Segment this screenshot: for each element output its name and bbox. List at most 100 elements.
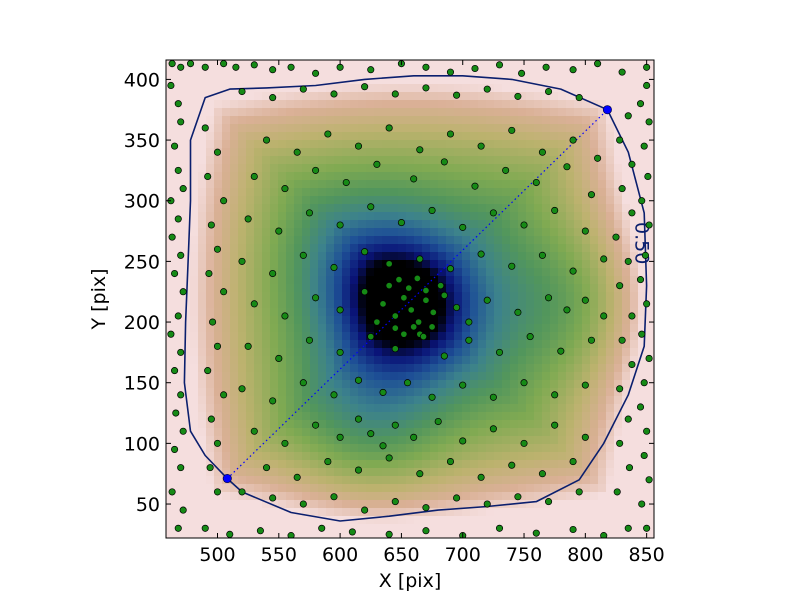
scatter-point: [220, 197, 228, 205]
heatmap-cell: [246, 100, 255, 109]
heatmap-cell: [182, 92, 191, 101]
heatmap-cell: [302, 364, 311, 373]
heatmap-cell: [366, 476, 375, 485]
heatmap-cell: [422, 76, 431, 85]
heatmap-cell: [206, 444, 215, 453]
heatmap-cell: [566, 196, 575, 205]
heatmap-cell: [398, 188, 407, 197]
heatmap-cell: [230, 396, 239, 405]
heatmap-cell: [550, 372, 559, 381]
heatmap-cell: [550, 108, 559, 117]
heatmap-cell: [574, 468, 583, 477]
heatmap-cell: [446, 140, 455, 149]
scatter-point: [367, 333, 375, 341]
heatmap-cell: [198, 420, 207, 429]
heatmap-cell: [606, 428, 615, 437]
heatmap-cell: [614, 188, 623, 197]
heatmap-cell: [598, 364, 607, 373]
heatmap-cell: [182, 164, 191, 173]
heatmap-cell: [214, 348, 223, 357]
heatmap-cell: [422, 204, 431, 213]
heatmap-cell: [446, 492, 455, 501]
heatmap-cell: [286, 300, 295, 309]
heatmap-cell: [326, 364, 335, 373]
heatmap-cell: [326, 340, 335, 349]
heatmap-cell: [326, 60, 335, 69]
heatmap-cell: [254, 300, 263, 309]
scatter-point: [440, 352, 448, 360]
heatmap-cell: [374, 468, 383, 477]
heatmap-cell: [414, 308, 423, 317]
heatmap-cell: [606, 92, 615, 101]
heatmap-cell: [374, 420, 383, 429]
heatmap-cell: [494, 236, 503, 245]
heatmap-cell: [342, 100, 351, 109]
heatmap-cell: [270, 404, 279, 413]
heatmap-cell: [598, 452, 607, 461]
heatmap-cell: [382, 284, 391, 293]
heatmap-cell: [294, 484, 303, 493]
heatmap-cell: [326, 444, 335, 453]
heatmap-cell: [214, 92, 223, 101]
diagonal-line: [226, 109, 608, 479]
heatmap-cell: [614, 196, 623, 205]
heatmap-cell: [198, 516, 207, 525]
heatmap-cell: [422, 140, 431, 149]
heatmap-cell: [462, 404, 471, 413]
heatmap-cell: [398, 348, 407, 357]
heatmap-cell: [494, 468, 503, 477]
heatmap-cell: [526, 268, 535, 277]
heatmap-cell: [206, 252, 215, 261]
heatmap-cell: [582, 244, 591, 253]
heatmap-cell: [558, 332, 567, 341]
heatmap-cell: [310, 516, 319, 525]
heatmap-cell: [206, 340, 215, 349]
heatmap-cell: [286, 428, 295, 437]
heatmap-cell: [606, 68, 615, 77]
heatmap-cell: [478, 268, 487, 277]
heatmap-cell: [534, 460, 543, 469]
heatmap-cell: [286, 236, 295, 245]
heatmap-cell: [406, 316, 415, 325]
heatmap-cell: [558, 524, 567, 533]
heatmap-cell: [166, 484, 175, 493]
heatmap-cell: [470, 364, 479, 373]
heatmap-cell: [630, 156, 639, 165]
heatmap-cell: [646, 60, 654, 69]
heatmap-cell: [646, 364, 654, 373]
heatmap-cell: [406, 364, 415, 373]
heatmap-cell: [486, 452, 495, 461]
heatmap-cell: [430, 156, 439, 165]
heatmap-cell: [166, 92, 175, 101]
heatmap-cell: [230, 300, 239, 309]
heatmap-cell: [254, 148, 263, 157]
heatmap-cell: [310, 84, 319, 93]
heatmap-cell: [598, 324, 607, 333]
heatmap-cell: [518, 260, 527, 269]
heatmap-cell: [286, 356, 295, 365]
heatmap-cell: [318, 292, 327, 301]
heatmap-cell: [302, 100, 311, 109]
heatmap-cell: [438, 92, 447, 101]
heatmap-cell: [294, 372, 303, 381]
heatmap-cell: [646, 316, 654, 325]
heatmap-cell: [358, 380, 367, 389]
heatmap-cell: [398, 508, 407, 517]
heatmap-cell: [478, 172, 487, 181]
heatmap-cell: [526, 348, 535, 357]
heatmap-cell: [334, 148, 343, 157]
heatmap-cell: [302, 316, 311, 325]
heatmap-cell: [190, 188, 199, 197]
heatmap-cell: [190, 68, 199, 77]
heatmap-cell: [606, 444, 615, 453]
heatmap-cell: [374, 524, 383, 533]
scatter-point: [446, 265, 455, 273]
heatmap-cell: [334, 228, 343, 237]
heatmap-cell: [214, 236, 223, 245]
heatmap-cell: [454, 412, 463, 421]
heatmap-cell: [558, 156, 567, 165]
heatmap-cell: [606, 84, 615, 93]
heatmap-cell: [310, 148, 319, 157]
heatmap-cell: [334, 332, 343, 341]
heatmap-cell: [622, 452, 631, 461]
